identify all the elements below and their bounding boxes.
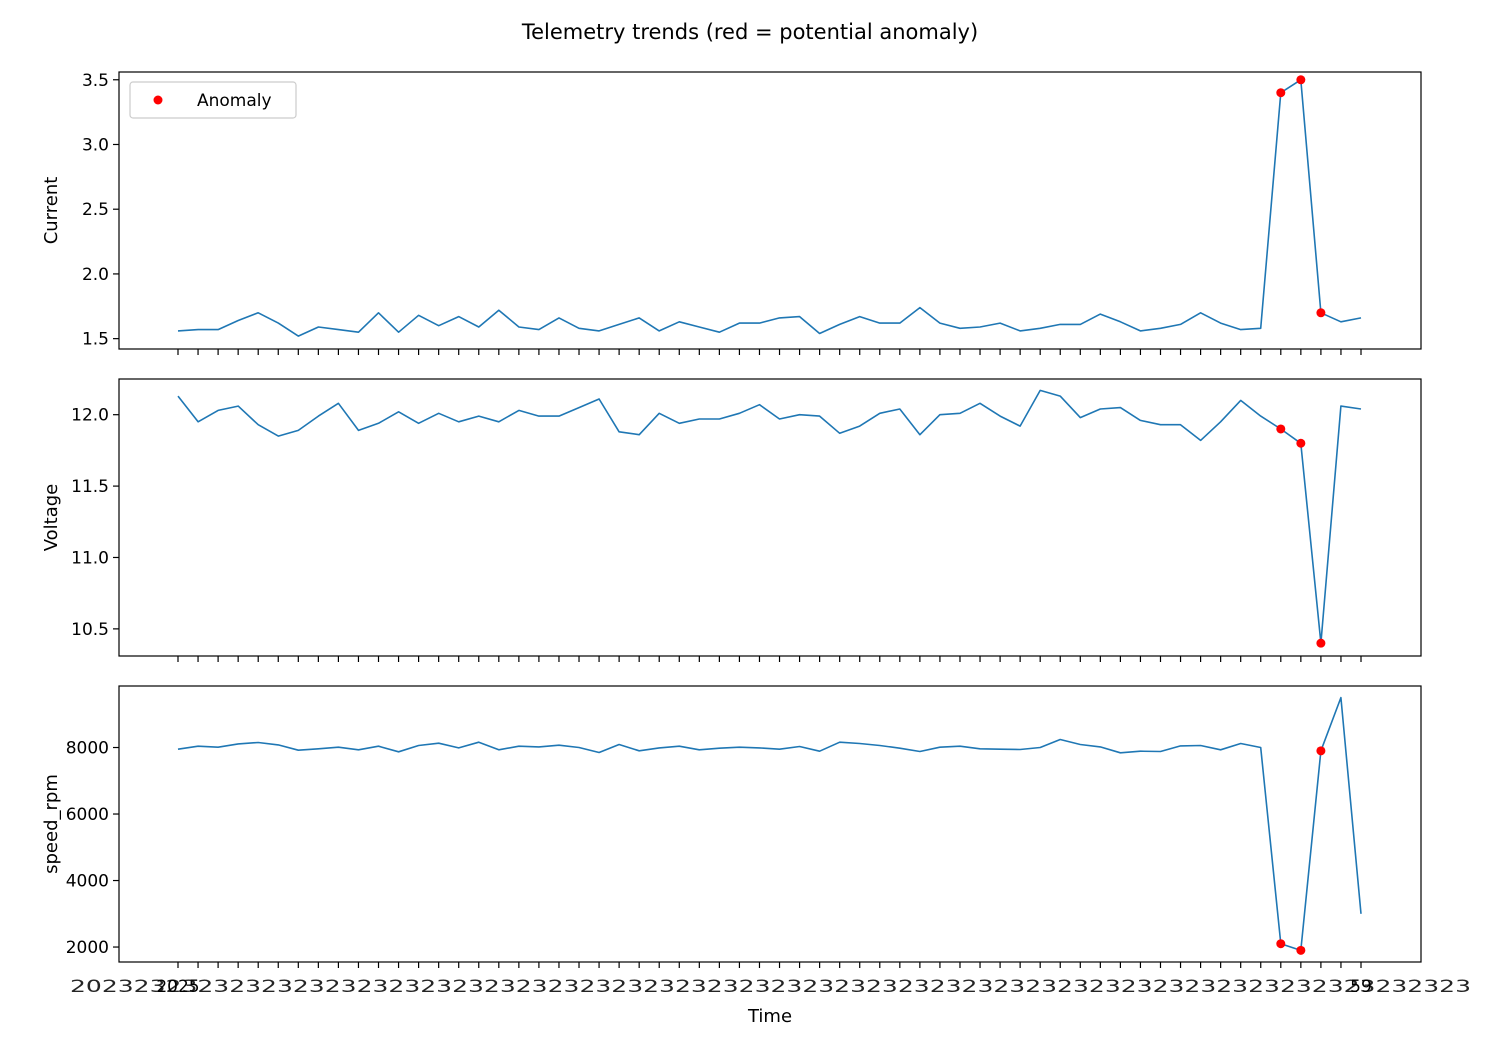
x-tick-label: 59: [1350, 977, 1372, 997]
y-tick-label: 11.0: [71, 548, 109, 568]
y-tick-label: 1.5: [82, 330, 109, 350]
y-axis-label-2: Voltage: [41, 484, 62, 552]
panel-2: 10.5 11.0 11.5 12.0 Voltage: [41, 378, 1422, 662]
legend-marker: [153, 95, 163, 105]
anomaly-point: [1316, 746, 1326, 756]
series-line-2: [177, 389, 1362, 644]
series-line-1: [177, 79, 1362, 337]
panels-group: 1.5 2.0 2.5 3.0 3.5 Current 10.5 11.0 11.5 12.0 Vo…: [41, 71, 1471, 997]
anomaly-point: [1316, 638, 1326, 648]
y-tick-label: 4000: [66, 872, 109, 892]
panel-1: 1.5 2.0 2.5 3.0 3.5 Current: [41, 71, 1422, 355]
anomaly-point: [1276, 424, 1286, 434]
anomaly-point: [1316, 308, 1326, 318]
axes-frame-3: [118, 685, 1422, 963]
y-tick-label: 2000: [66, 938, 109, 958]
y-tick-label: 2.0: [82, 265, 109, 285]
axes-frame-2: [118, 378, 1422, 657]
x-tick-label: 2025: [156, 977, 199, 997]
y-tick-label: 8000: [66, 739, 109, 759]
x-tick-labels-overlap: 2023232323232323232323232323232323232323…: [70, 977, 1471, 997]
y-tick-label: 3.0: [82, 135, 109, 155]
y-axis-label-1: Current: [41, 177, 62, 245]
legend-label: Anomaly: [197, 91, 272, 111]
anomaly-point: [1296, 75, 1306, 85]
x-axis-label: Time: [747, 1006, 792, 1027]
y-axis-label-3: speed_rpm: [41, 774, 62, 874]
y-tick-label: 12.0: [71, 406, 109, 426]
y-tick-label: 3.5: [82, 71, 109, 91]
series-line-3: [177, 696, 1362, 952]
chart-title: Telemetry trends (red = potential anomal…: [521, 20, 978, 44]
legend: Anomaly: [129, 81, 297, 119]
anomaly-point: [1276, 88, 1286, 98]
y-tick-label: 6000: [66, 805, 109, 825]
anomaly-point: [1276, 939, 1286, 949]
anomaly-point: [1296, 438, 1306, 448]
anomaly-point: [1296, 945, 1306, 955]
legend-box: [129, 81, 297, 119]
y-tick-label: 2.5: [82, 200, 109, 220]
axes-frame-1: [118, 71, 1422, 350]
y-tick-label: 11.5: [71, 477, 109, 497]
y-tick-label: 10.5: [71, 620, 109, 640]
